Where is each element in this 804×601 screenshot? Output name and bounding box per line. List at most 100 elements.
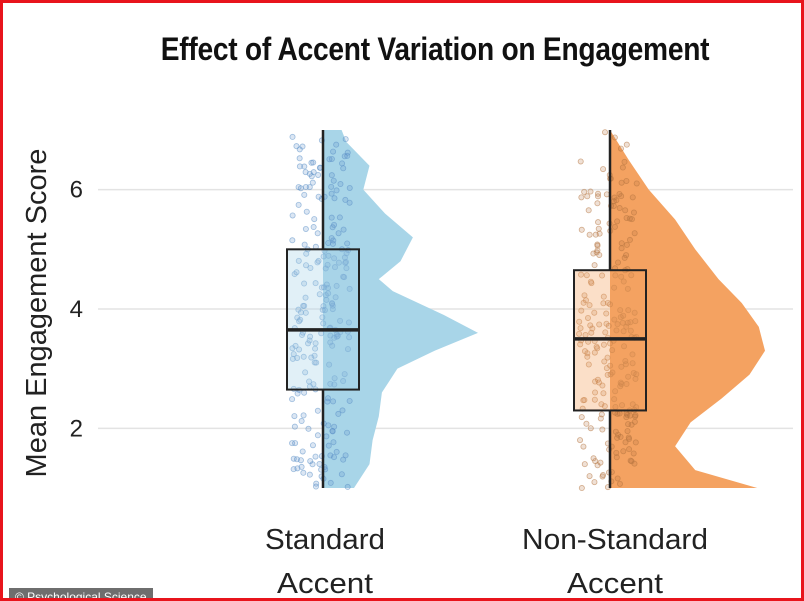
data-point — [627, 327, 634, 334]
data-point — [316, 164, 323, 171]
group-0 — [286, 129, 478, 490]
data-point — [618, 273, 625, 280]
data-point — [340, 226, 347, 233]
data-point — [301, 302, 308, 309]
data-point — [337, 181, 344, 188]
data-point — [629, 194, 636, 201]
data-point — [577, 158, 584, 165]
data-point — [291, 423, 298, 430]
data-point — [303, 262, 310, 269]
data-point — [629, 360, 636, 367]
data-point — [612, 388, 619, 395]
data-point — [289, 237, 296, 244]
data-point — [600, 293, 607, 300]
data-point — [584, 353, 591, 360]
data-point — [600, 341, 607, 348]
data-point — [615, 431, 622, 438]
data-point — [618, 363, 625, 370]
data-point — [316, 291, 323, 298]
data-point — [597, 415, 604, 422]
data-point — [591, 396, 598, 403]
data-point — [313, 359, 320, 366]
data-point — [327, 380, 334, 387]
data-point — [599, 426, 606, 433]
data-point — [621, 343, 628, 350]
data-point — [302, 369, 309, 376]
data-point — [300, 353, 307, 360]
data-point — [325, 252, 332, 259]
data-point — [301, 280, 308, 287]
data-point — [632, 412, 639, 419]
data-point — [298, 418, 305, 425]
data-point — [600, 166, 607, 173]
data-point — [315, 171, 322, 178]
data-point — [322, 292, 329, 299]
data-point — [622, 207, 629, 214]
data-point — [330, 177, 337, 184]
data-point — [314, 432, 321, 439]
data-point — [301, 163, 308, 170]
data-point — [345, 319, 352, 326]
data-point — [309, 179, 316, 186]
data-point — [594, 241, 601, 248]
data-point — [332, 294, 339, 301]
data-point — [299, 143, 306, 150]
data-point — [629, 351, 636, 358]
data-point — [340, 456, 347, 463]
data-point — [600, 390, 607, 397]
data-point — [603, 310, 610, 317]
y-tick-2: 2 — [70, 415, 83, 442]
data-point — [340, 273, 347, 280]
data-point — [625, 373, 632, 380]
data-point — [624, 411, 631, 418]
data-point — [295, 201, 302, 208]
data-point — [320, 284, 327, 291]
raincloud-chart: 2 4 6 Standard Accent Non-Standard Accent Mea… — [21, 129, 793, 598]
data-point — [616, 205, 623, 212]
data-point — [622, 361, 629, 368]
data-point — [290, 455, 297, 462]
data-point — [341, 153, 348, 160]
data-point — [295, 257, 302, 264]
data-point — [626, 435, 633, 442]
data-point — [301, 241, 308, 248]
data-point — [331, 255, 338, 262]
x-label-0-line-1: Accent — [277, 568, 373, 598]
data-point — [609, 347, 616, 354]
data-point — [631, 230, 638, 237]
data-point — [588, 280, 595, 287]
data-point — [327, 332, 334, 339]
data-point — [578, 307, 585, 314]
data-point — [328, 190, 335, 197]
data-point — [623, 252, 630, 259]
data-point — [293, 143, 300, 150]
y-axis-label: Mean Engagement Score — [21, 149, 53, 478]
data-point — [587, 188, 594, 195]
data-point — [346, 199, 353, 206]
data-point — [333, 187, 340, 194]
data-point — [582, 297, 589, 304]
data-point — [627, 457, 634, 464]
data-point — [601, 358, 608, 365]
data-point — [295, 184, 302, 191]
data-point — [580, 443, 587, 450]
data-point — [597, 459, 604, 466]
data-point — [302, 294, 309, 301]
data-point — [333, 448, 340, 455]
data-point — [583, 420, 590, 427]
data-point — [330, 148, 337, 155]
data-point — [591, 349, 598, 356]
data-point — [632, 375, 639, 382]
data-point — [330, 398, 337, 405]
x-label-1-line-1: Accent — [567, 568, 663, 598]
data-point — [583, 272, 590, 279]
data-point — [328, 172, 335, 179]
data-point — [623, 141, 630, 148]
data-point — [343, 265, 350, 272]
data-point — [306, 337, 313, 344]
data-point — [325, 442, 332, 449]
data-point — [620, 448, 627, 455]
data-point — [618, 245, 625, 252]
data-point — [584, 193, 591, 200]
data-point — [581, 188, 588, 195]
